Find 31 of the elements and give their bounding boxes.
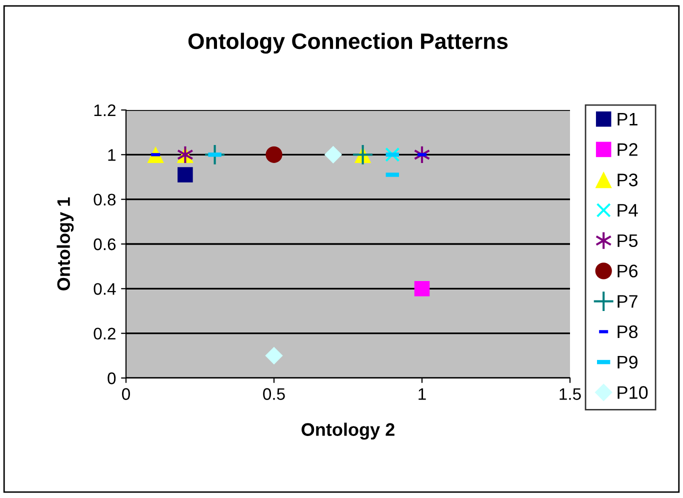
x-tick-label: 0 xyxy=(122,388,130,400)
point xyxy=(178,167,193,182)
y-tick-label: 0 xyxy=(108,372,116,384)
legend-label: P6 xyxy=(618,264,638,278)
x-tick-label: 1.5 xyxy=(560,388,581,400)
y-tick-label: 0.6 xyxy=(94,238,116,250)
point xyxy=(265,346,283,365)
legend-label: P5 xyxy=(618,234,638,248)
point xyxy=(385,147,400,162)
point xyxy=(266,146,282,163)
x-axis-title: Ontology 2 xyxy=(302,422,394,440)
point xyxy=(414,281,430,296)
y-tick-label: 1 xyxy=(108,149,116,161)
y-tick-label: 0.2 xyxy=(94,328,116,340)
y-axis-title: Ontology 1 xyxy=(56,197,74,290)
legend-label: P7 xyxy=(618,295,638,308)
point xyxy=(204,144,226,166)
legend-label: P10 xyxy=(618,386,648,399)
legend-label: P4 xyxy=(618,204,638,217)
y-tick-label: 1.2 xyxy=(94,104,116,116)
legend-label: P8 xyxy=(618,325,638,338)
legend-label: P2 xyxy=(618,143,638,156)
legend-label: P1 xyxy=(618,112,638,126)
y-tick-label: 0.8 xyxy=(94,194,116,206)
point xyxy=(324,146,342,164)
chart-title: Ontology Connection Patterns xyxy=(188,32,508,54)
x-tick-label: 0.5 xyxy=(263,388,285,400)
legend-label: P9 xyxy=(618,356,638,369)
x-tick-label: 1 xyxy=(418,388,426,400)
legend-label: P3 xyxy=(618,174,638,186)
y-tick-label: 0.4 xyxy=(94,283,116,295)
